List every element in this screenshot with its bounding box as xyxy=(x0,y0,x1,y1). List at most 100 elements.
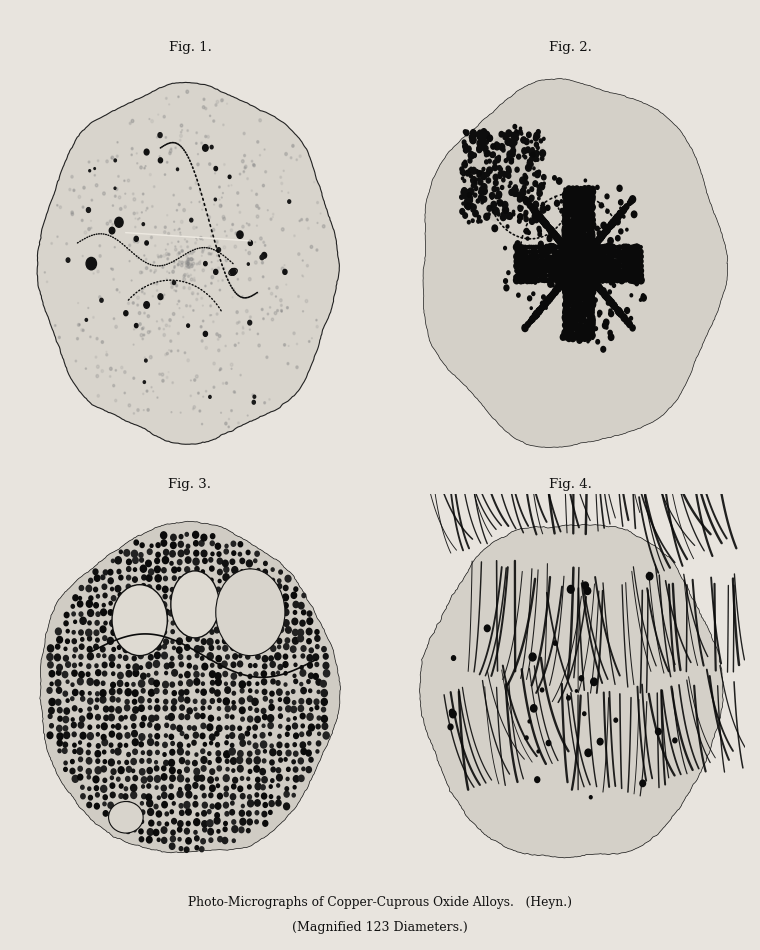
Circle shape xyxy=(600,232,605,238)
Circle shape xyxy=(622,273,626,277)
Circle shape xyxy=(575,262,580,268)
Circle shape xyxy=(124,180,125,181)
Circle shape xyxy=(613,218,617,222)
Circle shape xyxy=(640,780,645,787)
Circle shape xyxy=(579,278,583,282)
Circle shape xyxy=(499,175,502,179)
Circle shape xyxy=(141,212,142,213)
Circle shape xyxy=(137,408,139,411)
Circle shape xyxy=(575,233,579,238)
Circle shape xyxy=(589,276,591,279)
Circle shape xyxy=(551,294,553,297)
Circle shape xyxy=(119,822,123,826)
Circle shape xyxy=(224,567,229,572)
Circle shape xyxy=(240,776,244,780)
Circle shape xyxy=(542,301,548,308)
Circle shape xyxy=(542,219,549,227)
Circle shape xyxy=(566,245,572,252)
Circle shape xyxy=(286,627,291,633)
Circle shape xyxy=(581,266,586,272)
Circle shape xyxy=(293,786,296,788)
Circle shape xyxy=(611,302,615,307)
Circle shape xyxy=(165,672,167,674)
Circle shape xyxy=(574,267,576,270)
Circle shape xyxy=(313,674,318,679)
Circle shape xyxy=(586,335,591,341)
Circle shape xyxy=(188,266,190,268)
Circle shape xyxy=(186,255,188,257)
Circle shape xyxy=(224,682,227,686)
Circle shape xyxy=(605,230,606,233)
Circle shape xyxy=(577,250,581,254)
Circle shape xyxy=(186,619,192,626)
Circle shape xyxy=(88,795,93,800)
Circle shape xyxy=(172,567,177,573)
Circle shape xyxy=(495,142,499,146)
Circle shape xyxy=(566,260,572,267)
Circle shape xyxy=(207,777,214,783)
Circle shape xyxy=(131,758,136,765)
Circle shape xyxy=(511,148,515,154)
Circle shape xyxy=(181,250,183,252)
Circle shape xyxy=(232,223,233,225)
Circle shape xyxy=(534,259,537,263)
Circle shape xyxy=(578,260,582,264)
Circle shape xyxy=(201,756,207,764)
Circle shape xyxy=(239,698,245,704)
Circle shape xyxy=(487,205,492,211)
Circle shape xyxy=(530,254,534,257)
Circle shape xyxy=(273,217,274,218)
Circle shape xyxy=(269,785,272,788)
Circle shape xyxy=(488,213,490,216)
Circle shape xyxy=(562,243,565,246)
Circle shape xyxy=(166,162,168,163)
Circle shape xyxy=(528,255,531,258)
Circle shape xyxy=(572,311,575,314)
Circle shape xyxy=(149,174,151,176)
Circle shape xyxy=(293,751,298,756)
Circle shape xyxy=(613,259,617,263)
Circle shape xyxy=(599,265,601,267)
Circle shape xyxy=(132,690,138,696)
Circle shape xyxy=(586,272,588,276)
Circle shape xyxy=(579,245,583,249)
Circle shape xyxy=(595,240,598,244)
Circle shape xyxy=(581,222,585,227)
Circle shape xyxy=(591,277,594,281)
Circle shape xyxy=(620,269,623,273)
Circle shape xyxy=(255,193,258,196)
Circle shape xyxy=(587,244,590,247)
Circle shape xyxy=(519,250,522,254)
Circle shape xyxy=(144,167,145,169)
Circle shape xyxy=(601,291,605,294)
Circle shape xyxy=(72,638,76,644)
Circle shape xyxy=(541,202,545,206)
Circle shape xyxy=(82,330,84,332)
Circle shape xyxy=(575,259,579,264)
Circle shape xyxy=(97,654,100,657)
Circle shape xyxy=(582,254,587,260)
Circle shape xyxy=(548,275,550,276)
Circle shape xyxy=(598,287,601,291)
Circle shape xyxy=(201,570,204,574)
Circle shape xyxy=(587,290,591,294)
Circle shape xyxy=(239,552,242,556)
Circle shape xyxy=(595,267,600,274)
Circle shape xyxy=(575,230,579,236)
Circle shape xyxy=(269,628,274,634)
Circle shape xyxy=(154,680,160,687)
Circle shape xyxy=(211,680,214,685)
Circle shape xyxy=(606,254,611,259)
Circle shape xyxy=(585,750,591,756)
Circle shape xyxy=(531,207,537,213)
Circle shape xyxy=(612,221,614,224)
Circle shape xyxy=(58,716,62,721)
Circle shape xyxy=(623,272,629,278)
Circle shape xyxy=(579,263,581,267)
Circle shape xyxy=(187,273,188,275)
Circle shape xyxy=(232,826,238,832)
Circle shape xyxy=(554,289,558,294)
Circle shape xyxy=(177,263,179,265)
Circle shape xyxy=(638,268,644,274)
Circle shape xyxy=(249,329,250,331)
